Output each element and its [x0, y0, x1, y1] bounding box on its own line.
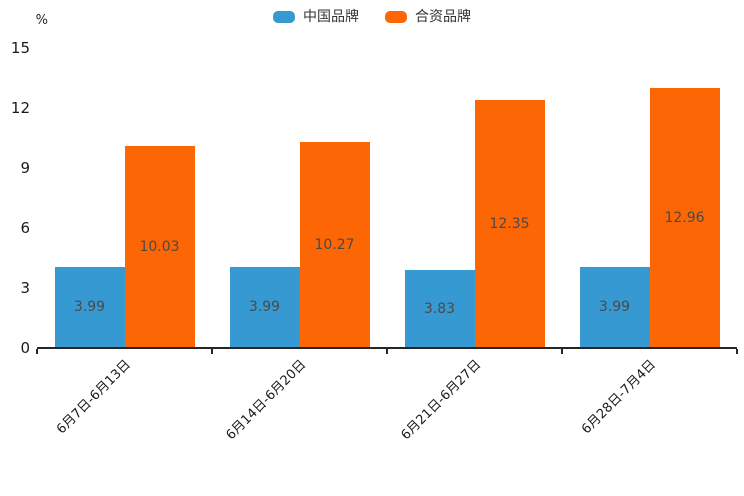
x-axis-tick-mark	[36, 349, 38, 354]
x-axis-category-label: 6月7日-6月13日	[54, 357, 135, 438]
y-axis-tick-label: 15	[10, 39, 30, 57]
x-axis-tick-mark	[386, 349, 388, 354]
bar-value-label: 12.96	[664, 209, 705, 226]
x-axis-tick-mark	[211, 349, 213, 354]
bar-value-label: 12.35	[489, 215, 530, 232]
x-axis-category-label: 6月28日-7月4日	[579, 357, 660, 438]
y-axis-tick-label: 3	[20, 279, 30, 297]
bar-joint-venture-brands[interactable]: 12.96	[649, 88, 720, 347]
y-axis-tick-label: 0	[20, 339, 30, 357]
bar-value-label: 10.27	[314, 236, 355, 253]
legend-label-china-brands: 中国品牌	[303, 9, 359, 25]
y-axis-tick-label: 9	[20, 159, 30, 177]
bar-value-label: 3.83	[423, 300, 456, 317]
bar-value-label: 10.03	[139, 238, 180, 255]
bar-china-brands[interactable]: 3.83	[404, 270, 475, 347]
y-axis-tick-label: 6	[20, 219, 30, 237]
bar-china-brands[interactable]: 3.99	[579, 267, 650, 347]
legend: 中国品牌 合资品牌	[0, 8, 744, 26]
bar-joint-venture-brands[interactable]: 10.27	[299, 142, 370, 347]
bar-china-brands[interactable]: 3.99	[229, 267, 300, 347]
legend-label-joint-venture-brands: 合资品牌	[415, 9, 471, 25]
legend-swatch-china-brands	[273, 11, 295, 23]
bar-china-brands[interactable]: 3.99	[54, 267, 125, 347]
bar-value-label: 3.99	[73, 299, 106, 315]
x-axis-category-label: 6月14日-6月20日	[223, 357, 310, 444]
y-axis-unit-label: %	[35, 13, 48, 28]
bar-value-label: 3.99	[248, 299, 281, 315]
bar-joint-venture-brands[interactable]: 12.35	[474, 100, 545, 347]
bar-value-label: 3.99	[598, 299, 631, 315]
legend-item-joint-venture-brands[interactable]: 合资品牌	[385, 10, 471, 24]
legend-swatch-joint-venture-brands	[385, 11, 407, 23]
bar-joint-venture-brands[interactable]: 10.03	[124, 146, 195, 347]
y-axis-tick-label: 12	[10, 99, 30, 117]
x-axis-tick-mark	[561, 349, 563, 354]
x-axis-tick-mark	[736, 349, 738, 354]
legend-item-china-brands[interactable]: 中国品牌	[273, 10, 359, 24]
x-axis-line	[37, 347, 737, 349]
x-axis-category-label: 6月21日-6月27日	[398, 357, 485, 444]
